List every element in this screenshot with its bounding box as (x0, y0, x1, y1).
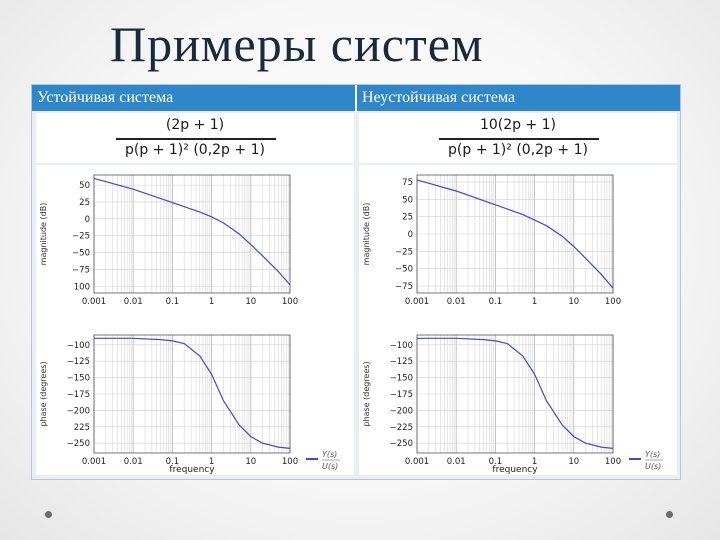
y-tick-label: 0 (85, 215, 90, 225)
x-tick-label: 100 (605, 297, 621, 307)
x-tick-label: 100 (605, 457, 621, 467)
plot-frame (93, 334, 291, 454)
phase-curve (94, 337, 291, 449)
x-tick-label: 0.1 (166, 297, 180, 307)
x-tick-label: 0.1 (166, 457, 180, 467)
column-header-stable: Устойчивая система (32, 85, 355, 111)
x-tick-label: 0.001 (405, 457, 429, 467)
plot-frame (416, 334, 614, 454)
x-tick-label: 10 (568, 457, 579, 467)
y-tick-label: −250 (67, 439, 90, 449)
x-tick-label: 0.001 (82, 457, 106, 467)
x-axis-label: frequency (492, 465, 538, 475)
column-header-unstable: Неустойчивая система (357, 85, 680, 111)
x-tick-label: 1 (532, 457, 537, 467)
x-tick-label: 0.001 (82, 297, 106, 307)
x-tick-label: 1 (209, 297, 214, 307)
y-tick-label: −175 (67, 390, 90, 400)
fraction-bar (116, 138, 276, 140)
tf-denominator: p(p + 1)² (0,2p + 1) (125, 142, 265, 158)
y-tick-label: −25 (395, 247, 413, 257)
legend-label-u: U(s) (645, 462, 661, 471)
tf-numerator: (2p + 1) (165, 117, 225, 133)
y-tick-label: −250 (390, 439, 413, 449)
y-tick-label: −125 (390, 357, 413, 367)
tf-denominator: p(p + 1)² (0,2p + 1) (448, 142, 588, 158)
legend-label-y: Y(s) (645, 450, 660, 459)
transfer-function-unstable: 10(2p + 1) p(p + 1)² (0,2p + 1) (359, 113, 677, 163)
x-tick-label: 10 (245, 457, 256, 467)
magnitude-curve (416, 179, 614, 289)
nav-dot-left (45, 511, 52, 518)
slide-title: Примеры систем (110, 16, 484, 72)
nav-dot-right (666, 511, 673, 518)
x-tick-label: 10 (568, 297, 579, 307)
y-tick-label: −125 (67, 357, 90, 367)
y-tick-label: −175 (390, 390, 413, 400)
magnitude-panel: 75 50 25 0 −25 −50 −75 magnitude (dB) 0.001 0.01 0… (362, 174, 621, 307)
bode-plot-stable: 50 25 0 −25 −50 −75 100 magnitude (dB) 0.001 0.01… (36, 165, 354, 475)
x-tick-label: 0.01 (124, 457, 143, 467)
plot-frame (416, 174, 614, 294)
x-tick-label: 1 (532, 297, 537, 307)
x-tick-label: 0.01 (124, 297, 143, 307)
phase-panel: −100 −125 −150 −175 −200 −225 −250 phase (degre… (362, 334, 621, 467)
x-tick-label: 1 (209, 457, 214, 467)
x-axis-label: frequency (169, 465, 215, 475)
y-tick-label: −150 (390, 374, 413, 384)
y-tick-label: −200 (67, 406, 90, 416)
y-tick-label: −75 (72, 265, 90, 275)
y-tick-label: 225 (74, 423, 90, 433)
y-tick-label: 75 (402, 178, 413, 188)
bode-plot-unstable: 75 50 25 0 −25 −50 −75 magnitude (dB) 0.001 0.01 0… (359, 165, 677, 475)
tf-numerator: 10(2p + 1) (479, 117, 557, 133)
y-tick-label: −75 (395, 282, 413, 292)
plot-frame (93, 174, 291, 294)
magnitude-axis-label: magnitude (dB) (39, 203, 48, 266)
y-tick-label: −100 (67, 341, 90, 351)
magnitude-panel: 50 25 0 −25 −50 −75 100 magnitude (dB) 0.001 0.01… (39, 174, 298, 307)
x-tick-label: 10 (245, 297, 256, 307)
transfer-function-stable: (2p + 1) p(p + 1)² (0,2p + 1) (36, 113, 354, 163)
y-tick-label: −225 (390, 423, 413, 433)
x-tick-label: 0.01 (447, 297, 466, 307)
bode-chart-unstable: 75 50 25 0 −25 −50 −75 magnitude (dB) 0.001 0.01 0… (362, 174, 663, 475)
y-tick-label: 50 (79, 181, 90, 191)
x-tick-label: 0.1 (489, 457, 503, 467)
phase-curve (417, 337, 614, 449)
y-tick-label: −150 (67, 374, 90, 384)
bode-chart-stable: 50 25 0 −25 −50 −75 100 magnitude (dB) 0.001 0.01… (39, 174, 340, 475)
x-tick-label: 0.01 (447, 457, 466, 467)
y-tick-label: −200 (390, 406, 413, 416)
legend-label-u: U(s) (322, 462, 338, 471)
y-tick-label: 50 (402, 195, 413, 205)
y-tick-label: −100 (390, 341, 413, 351)
legend-label-y: Y(s) (322, 450, 337, 459)
x-tick-label: 100 (282, 457, 298, 467)
y-tick-label: −50 (72, 249, 90, 259)
magnitude-curve (93, 177, 291, 286)
y-tick-label: 100 (74, 282, 90, 292)
comparison-table: Устойчивая система Неустойчивая система … (31, 84, 681, 480)
phase-panel: −100 −125 −150 −175 −200 225 −250 phase (degree… (39, 334, 298, 467)
y-tick-label: 25 (79, 198, 90, 208)
phase-axis-label: phase (degrees) (39, 361, 48, 426)
phase-axis-label: phase (degrees) (362, 361, 371, 426)
y-tick-label: 25 (402, 213, 413, 223)
fraction-bar (439, 138, 599, 140)
y-tick-label: −25 (72, 232, 90, 242)
x-tick-label: 100 (282, 297, 298, 307)
y-tick-label: 0 (408, 230, 413, 240)
y-tick-label: −50 (395, 265, 413, 275)
x-tick-label: 0.001 (405, 297, 429, 307)
x-tick-label: 0.1 (489, 297, 503, 307)
magnitude-axis-label: magnitude (dB) (362, 203, 371, 266)
